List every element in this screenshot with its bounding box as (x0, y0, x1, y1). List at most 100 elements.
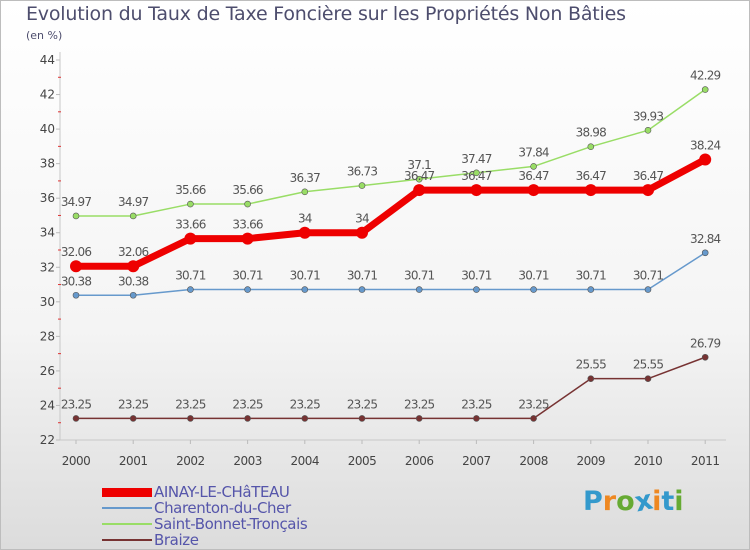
legend-swatch (102, 487, 152, 497)
series-line (75, 88, 706, 217)
data-point (587, 375, 595, 382)
series-line (75, 252, 706, 297)
data-point (298, 226, 311, 239)
y-tick-label: 38 (40, 157, 55, 171)
series-3 (72, 353, 709, 422)
x-tick-label: 2001 (119, 454, 148, 468)
data-label: 39.93 (633, 109, 664, 123)
x-tick-label: 2009 (577, 454, 606, 468)
data-point (72, 291, 80, 299)
data-point (129, 291, 137, 299)
data-labels-layer: 32.06 32.06 33.66 33.66 34 34 36.47 36.47 36.47 3… (61, 69, 722, 412)
data-label: 30.38 (118, 274, 149, 288)
data-label: 32.84 (690, 232, 721, 246)
data-label: 36.47 (518, 169, 549, 183)
data-point (187, 286, 194, 293)
data-point (701, 86, 709, 93)
x-tick-label: 2008 (519, 454, 548, 468)
data-label: 35.66 (232, 183, 263, 197)
data-label: 36.47 (576, 169, 607, 183)
data-label: 37.47 (461, 152, 492, 166)
data-point (587, 286, 595, 293)
data-label: 23.25 (232, 397, 263, 411)
data-point (584, 184, 597, 197)
data-label: 25.55 (576, 358, 607, 372)
data-label: 38.98 (576, 126, 607, 140)
data-label: 33.66 (175, 218, 206, 232)
logo-letter: o (616, 486, 635, 517)
x-tick-label: 2003 (233, 454, 262, 468)
series-line (72, 155, 709, 270)
x-tick-label: 2002 (176, 454, 205, 468)
data-label: 32.06 (61, 245, 92, 259)
x-tick-label: 2004 (291, 454, 320, 468)
data-point (415, 175, 423, 183)
y-tick-label: 40 (40, 122, 55, 136)
y-tick-label: 22 (40, 433, 55, 447)
x-tick-label: 2005 (348, 454, 377, 468)
legend-label: Charenton-du-Cher (154, 499, 291, 517)
data-label: 30.71 (175, 269, 206, 283)
data-label: 30.71 (518, 269, 549, 283)
x-tick-label: 2007 (462, 454, 491, 468)
data-point (642, 184, 654, 197)
data-label: 23.25 (461, 397, 492, 411)
data-point (129, 212, 137, 220)
x-tick-label: 2010 (634, 454, 663, 468)
data-label: 34 (355, 212, 369, 226)
data-label: 35.66 (175, 183, 206, 197)
x-tick-label: 2011 (691, 454, 720, 468)
data-label: 30.71 (232, 269, 263, 283)
data-point (358, 286, 366, 293)
data-point (644, 375, 652, 382)
data-label: 37.84 (518, 145, 549, 159)
data-point (129, 415, 137, 422)
data-point (187, 415, 194, 422)
x-tick-label: 2000 (62, 454, 91, 468)
chart-axes: 22 24 26 28 30 32 34 36 38 40 42 44 2000 2001 2002 2003… (40, 52, 726, 468)
data-point (701, 249, 709, 257)
data-label: 23.25 (404, 397, 435, 411)
data-point (530, 163, 537, 170)
data-point (530, 415, 537, 422)
data-point (70, 260, 82, 273)
legend-swatch (102, 523, 152, 525)
data-point (187, 200, 194, 208)
data-point (241, 232, 254, 245)
data-point (184, 232, 197, 245)
data-point (470, 184, 483, 197)
series-2 (72, 86, 709, 220)
chart-title: Evolution du Taux de Taxe Foncière sur l… (26, 3, 626, 25)
data-label: 34 (298, 212, 312, 226)
data-label: 30.71 (576, 269, 607, 283)
data-point (644, 127, 652, 134)
data-label: 36.47 (404, 169, 435, 183)
data-point (301, 286, 309, 293)
legend-swatch (102, 507, 152, 509)
data-label: 30.71 (347, 269, 378, 283)
data-point (699, 153, 712, 166)
data-label: 23.25 (61, 397, 92, 411)
data-label: 32.06 (118, 245, 149, 259)
legend-swatch (102, 539, 152, 541)
logo-letter: P (583, 486, 603, 517)
y-tick-label: 30 (40, 295, 55, 309)
data-point (244, 200, 251, 208)
data-point (72, 415, 80, 422)
data-point (244, 415, 251, 422)
data-label: 26.79 (690, 336, 721, 350)
data-label: 30.71 (461, 269, 492, 283)
logo-letter: i (652, 486, 662, 517)
logo-letter: i (674, 486, 684, 517)
data-point (473, 286, 480, 293)
data-point (301, 415, 309, 422)
y-tick-label: 44 (40, 53, 55, 67)
data-label: 33.66 (232, 218, 263, 232)
data-point (358, 182, 366, 189)
data-point (72, 212, 80, 220)
data-label: 42.29 (690, 69, 721, 83)
data-label: 23.25 (118, 397, 149, 411)
data-point (127, 260, 140, 273)
logo-letter: t (661, 486, 675, 517)
data-point (415, 286, 423, 293)
